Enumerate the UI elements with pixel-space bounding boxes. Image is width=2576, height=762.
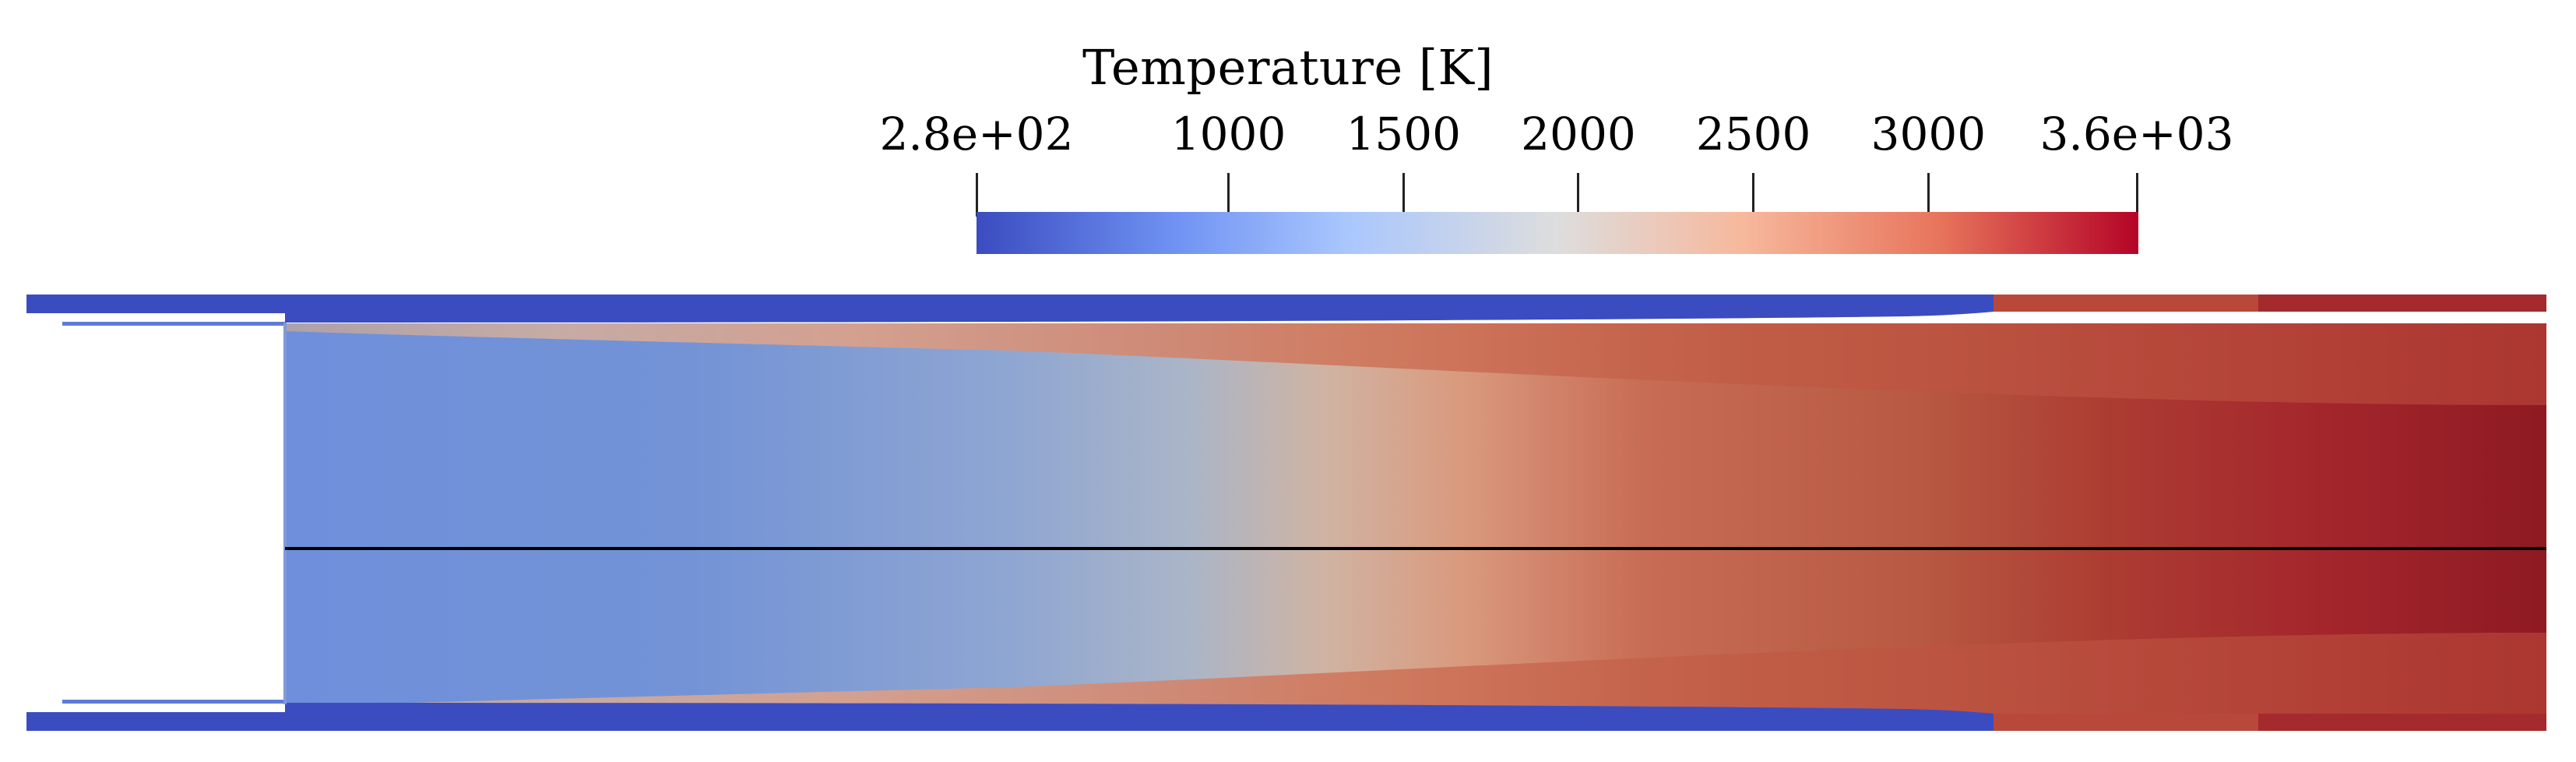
legend-tick-label: 1500 xyxy=(1346,108,1462,161)
legend-tick-label: 3000 xyxy=(1870,108,1987,161)
legend-tick-mark xyxy=(2135,173,2138,217)
legend-tick-mark xyxy=(1577,173,1580,217)
legend-tick-mark xyxy=(1227,173,1230,217)
legend-tick-label: 1000 xyxy=(1170,108,1286,161)
legend-tick-label: 2000 xyxy=(1521,108,1636,161)
lower-inlet-plate xyxy=(62,700,285,704)
lower-wall-hot-tail-end xyxy=(2258,714,2546,731)
legend-tick-mark xyxy=(1927,173,1930,217)
upper-shear-layer xyxy=(285,323,2546,405)
colorbar xyxy=(977,212,2138,254)
legend-tick-mark xyxy=(1752,173,1755,217)
legend-title: Temperature [K] xyxy=(1082,39,1494,96)
legend-tick-mark xyxy=(1402,173,1405,217)
legend-tick-label: 2500 xyxy=(1695,108,1811,161)
upper-wall-cold-layer xyxy=(26,295,2546,323)
lower-wall-cold-layer xyxy=(26,703,2546,731)
inlet-face xyxy=(283,323,287,704)
legend-tick-label: 3.6e+03 xyxy=(2039,108,2234,161)
upper-wall-hot-tail-end xyxy=(2258,295,2546,312)
upper-inlet-plate xyxy=(62,322,285,326)
legend-tick-label: 2.8e+02 xyxy=(879,108,1074,161)
legend-tick-mark xyxy=(975,173,978,217)
lower-shear-layer xyxy=(285,633,2546,714)
